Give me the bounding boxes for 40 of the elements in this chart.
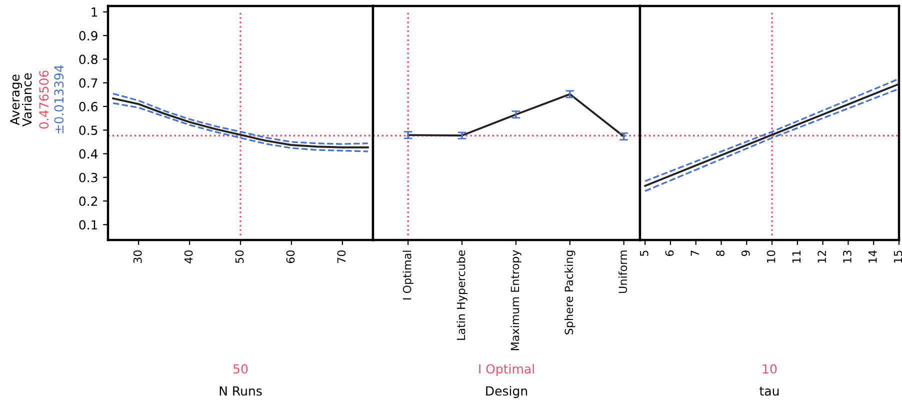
x-tick-label: Sphere Packing (564, 250, 576, 334)
x-tick-label: Uniform (618, 250, 628, 293)
text: I Optimal (479, 364, 534, 376)
y-tick-label: 1 (92, 8, 98, 17)
ref-line-label: 10 (762, 364, 777, 374)
x-axis-title: Design (486, 386, 528, 398)
x-tick-label: Latin Hypercube (456, 250, 468, 340)
y-tick-label: 0.7 (79, 78, 98, 88)
ref-line-label: 50 (234, 364, 248, 374)
y-tick-label: 0.6 (79, 102, 98, 112)
x-tick-label: 6 (665, 250, 674, 256)
y-tick-label: 0.3 (79, 172, 98, 182)
text: ±0.013394 (54, 65, 64, 134)
x-tick-label: 30 (133, 250, 142, 264)
y-tick-label: 0.4 (79, 149, 98, 159)
x-tick-label: 60 (286, 250, 295, 264)
y-tick-label: 0.2 (79, 196, 98, 206)
x-tick-label: 70 (337, 250, 346, 263)
x-tick-label: 7 (690, 250, 699, 256)
x-tick-label: I Optimal (402, 250, 414, 300)
x-axis-title: N Runs (220, 386, 262, 396)
x-tick-label: 5 (640, 250, 648, 256)
y-tick-label: 0.9 (79, 31, 98, 40)
x-tick-label: 9 (741, 250, 750, 256)
x-tick-label: 11 (792, 250, 800, 263)
x-tick-label: 50 (235, 250, 244, 264)
ref-line-label: 0.476506 (39, 70, 49, 129)
x-tick-label: 13 (843, 250, 852, 263)
x-tick-label: 10 (766, 250, 776, 263)
x-tick-label: 40 (184, 250, 193, 264)
x-tick-label: 15 (894, 250, 902, 263)
x-tick-label: 12 (818, 250, 826, 263)
y-axis-title: Average Variance (10, 73, 32, 126)
y-tick-label: 0.8 (79, 54, 98, 64)
x-tick-label: 14 (868, 250, 877, 263)
x-tick-label: Maximum Entropy (510, 250, 522, 350)
y-tick-label: 0.1 (79, 220, 98, 230)
x-axis-title: tau (760, 386, 779, 396)
y-tick-label: 0.5 (79, 126, 98, 136)
x-tick-label: 8 (716, 250, 724, 256)
